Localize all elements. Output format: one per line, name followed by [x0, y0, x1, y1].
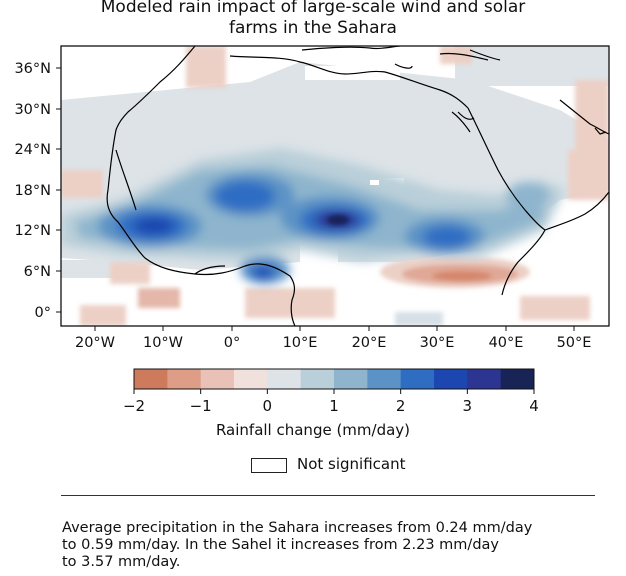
- colorbar-tick-label: 0: [262, 397, 273, 415]
- lat-label: 12°N: [14, 223, 51, 239]
- negative-patch: [440, 46, 472, 64]
- colorbar-tick-label: 2: [395, 397, 406, 415]
- colorbar-swatch: [400, 369, 435, 389]
- caption-line: Average precipitation in the Sahara incr…: [62, 520, 533, 536]
- lat-label: 18°N: [14, 183, 51, 199]
- lon-label: 30°E: [420, 335, 455, 351]
- colorbar-swatch: [267, 369, 302, 389]
- map-frame: [60, 45, 610, 327]
- colorbar-swatch: [434, 369, 468, 389]
- negative-patch: [61, 170, 103, 198]
- colorbar-swatch: [300, 369, 335, 389]
- colorbar-swatch: [467, 369, 502, 389]
- lon-labels: 20°W 10°W 0° 10°E 20°E 30°E 40°E 50°E: [75, 335, 591, 351]
- negative-patch: [575, 80, 609, 150]
- lat-label: 0°: [35, 305, 51, 321]
- sahel-positive-band: [61, 148, 565, 284]
- negative-areas: [61, 46, 609, 326]
- chart-title-line2: farms in the Sahara: [229, 18, 397, 38]
- negative-patch: [80, 305, 126, 326]
- colorbar-tick-label: 3: [462, 397, 473, 415]
- lon-label: 0°: [224, 335, 240, 351]
- lon-label: 10°E: [283, 335, 318, 351]
- negative-patch: [110, 262, 150, 284]
- caption: Average precipitation in the Sahara incr…: [62, 520, 602, 571]
- chart-title-line1: Modeled rain impact of large-scale wind …: [100, 0, 526, 17]
- colorbar-tick-label: 1: [329, 397, 339, 415]
- lon-label: 10°W: [143, 335, 183, 351]
- colorbar-swatch: [500, 369, 535, 389]
- max-positive-core: [327, 215, 349, 225]
- lon-label: 40°E: [489, 335, 524, 351]
- negative-patch: [186, 46, 226, 88]
- colorbar-swatch: [367, 369, 402, 389]
- negative-patch: [138, 288, 180, 308]
- lon-label: 50°E: [557, 335, 592, 351]
- ns-patch: [305, 66, 400, 80]
- colorbar: [134, 369, 535, 389]
- negative-patch: [568, 150, 609, 200]
- colorbar-swatch: [134, 369, 168, 389]
- ns-marker: [370, 180, 379, 185]
- colorbar-swatch: [234, 369, 268, 389]
- lat-label: 36°N: [14, 61, 51, 77]
- caption-line: to 0.59 mm/day. In the Sahel it increase…: [62, 537, 499, 553]
- not-significant-swatch: [251, 458, 287, 473]
- coastlines: [106, 46, 609, 326]
- negative-patch: [520, 296, 590, 320]
- caption-line: to 3.57 mm/day.: [62, 554, 181, 570]
- slight-positive-patch: [395, 312, 443, 326]
- negative-patch: [245, 288, 335, 318]
- colorbar-tick-label: 4: [529, 397, 539, 415]
- colorbar-swatch: [200, 369, 235, 389]
- lat-label: 24°N: [14, 142, 51, 158]
- lat-labels: 36°N 30°N 24°N 18°N 12°N 6°N 0°: [14, 61, 51, 321]
- not-significant-label: Not significant: [297, 455, 406, 473]
- axis-ticks: [56, 67, 575, 331]
- neutral-field-north: [455, 46, 609, 86]
- colorbar-ticks: [133, 389, 535, 394]
- lat-label: 30°N: [14, 102, 51, 118]
- divider: [61, 495, 595, 496]
- colorbar-title: Rainfall change (mm/day): [215, 421, 411, 439]
- map-plot-area: [61, 46, 609, 326]
- colorbar-swatch: [334, 369, 368, 389]
- lon-label: 20°W: [75, 335, 115, 351]
- lon-label: 20°E: [352, 335, 387, 351]
- colorbar-tick-label: −1: [189, 397, 212, 415]
- colorbar-swatch: [167, 369, 202, 389]
- east-africa-negative: [380, 256, 530, 288]
- colorbar-tick-label: −2: [122, 397, 146, 415]
- lat-label: 6°N: [24, 264, 51, 280]
